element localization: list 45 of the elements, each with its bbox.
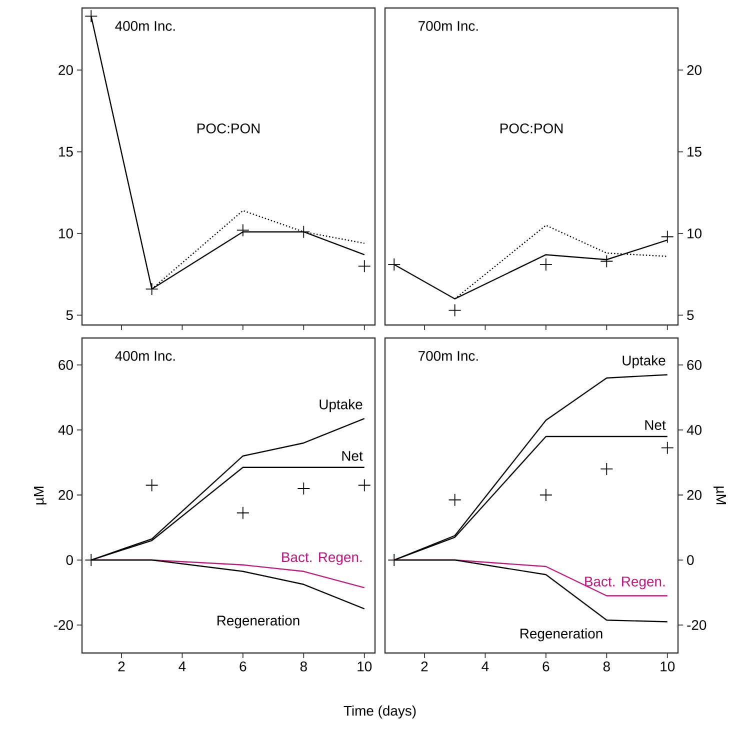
y-tick-label: 20 bbox=[58, 65, 73, 76]
x-tick-label: 8 bbox=[603, 661, 610, 672]
y-tick-label: 0 bbox=[66, 555, 73, 565]
series-label: Uptake bbox=[622, 355, 666, 368]
text: Regeneration bbox=[218, 615, 300, 628]
y-tick-label: 20 bbox=[687, 65, 702, 76]
y-tick-label: -20 bbox=[687, 620, 706, 630]
x-tick-label: 4 bbox=[178, 662, 186, 672]
x-tick-label: 2 bbox=[421, 661, 428, 672]
x-tick-label: 8 bbox=[300, 661, 307, 672]
x-tick-label: 4 bbox=[482, 662, 489, 672]
y-tick-label: 15 bbox=[59, 146, 73, 157]
annotation: POC:PON bbox=[197, 123, 260, 134]
x-tick-label: 2 bbox=[118, 661, 125, 672]
y-tick-label: 5 bbox=[66, 310, 73, 320]
text: 700m Inc. bbox=[418, 21, 478, 31]
series-label: Bact. Regen. bbox=[585, 576, 665, 590]
y-tick-label: 0 bbox=[687, 555, 694, 565]
series-label: Net bbox=[342, 451, 363, 461]
y-tick-label: 10 bbox=[59, 228, 73, 238]
annotation: POC:PON bbox=[500, 123, 563, 134]
y-tick-label: 20 bbox=[58, 490, 73, 500]
x-tick-label: 6 bbox=[542, 661, 550, 672]
y-tick-label: -20 bbox=[54, 620, 73, 630]
y-axis-title: µM bbox=[34, 486, 46, 504]
text: 400m Inc. bbox=[115, 350, 175, 361]
y-tick-label: 20 bbox=[687, 490, 702, 500]
x-tick-label: 10 bbox=[358, 661, 372, 672]
series-label: Net bbox=[645, 420, 666, 430]
y-tick-label: 60 bbox=[687, 360, 702, 370]
y-tick-label: 15 bbox=[688, 146, 702, 157]
x-tick-label: 10 bbox=[660, 661, 675, 672]
y-tick-label: 40 bbox=[686, 425, 702, 435]
y-tick-label: 5 bbox=[687, 310, 694, 320]
text: 700m Inc. bbox=[418, 350, 478, 361]
y-tick-label: 40 bbox=[58, 425, 73, 435]
y-tick-label: 60 bbox=[58, 360, 73, 370]
y-axis-title: µM bbox=[714, 486, 726, 504]
text: 400m Inc. bbox=[115, 21, 175, 31]
series-label: Uptake bbox=[320, 399, 362, 412]
series-label: Bact. Regen. bbox=[282, 552, 362, 565]
x-tick-label: 6 bbox=[240, 661, 246, 672]
y-tick-label: 10 bbox=[688, 228, 702, 238]
x-axis-title: Time (days) bbox=[344, 705, 416, 718]
series-label: Regeneration bbox=[520, 628, 602, 642]
